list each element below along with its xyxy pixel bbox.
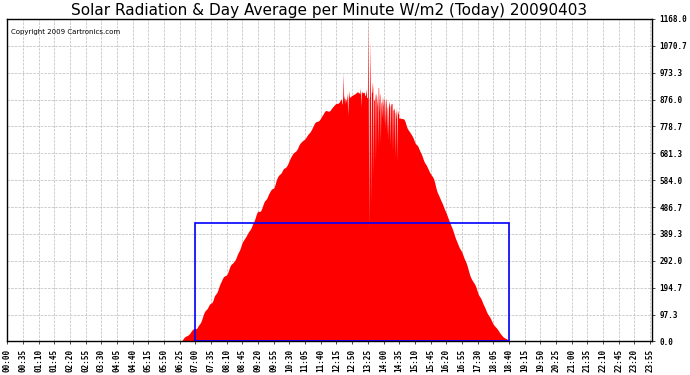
Text: Copyright 2009 Cartronics.com: Copyright 2009 Cartronics.com [10,28,119,34]
Bar [195,223,509,342]
Title: Solar Radiation & Day Average per Minute W/m2 (Today) 20090403: Solar Radiation & Day Average per Minute… [72,3,588,18]
